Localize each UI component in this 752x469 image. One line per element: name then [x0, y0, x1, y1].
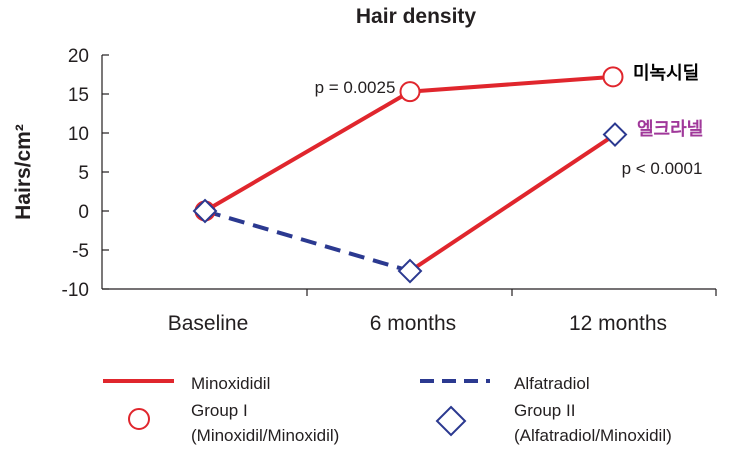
y-tick-label: -5	[72, 241, 89, 262]
x-tick-label: Baseline	[168, 312, 249, 335]
x-tick-label: 6 months	[370, 312, 456, 335]
legend-group-2-label: Group II	[514, 401, 575, 420]
series-line-segment	[203, 89, 412, 213]
axes: 20 15 10 5 0 -5 -10 Baseline 6 months 12 months	[62, 46, 717, 335]
p-value-annotation-6-months: p = 0.0025	[315, 78, 396, 97]
series-line-segment	[204, 209, 411, 273]
y-tick-label: 15	[68, 85, 89, 106]
y-axis-label: Hairs/cm²	[12, 124, 35, 220]
x-tick-label: 12 months	[569, 312, 667, 335]
data-point-diamond	[602, 122, 628, 147]
legend-marker-diamond	[435, 405, 467, 437]
label-alfatradiol-korean: 엘크라넬	[637, 119, 703, 140]
chart-title: Hair density	[356, 5, 477, 28]
y-tick-label: 5	[78, 163, 89, 184]
legend-label-alfatradiol: Alfatradiol	[514, 374, 590, 393]
y-tick-label: -10	[62, 280, 89, 301]
y-tick-label: 0	[78, 202, 89, 223]
legend: Minoxididil Alfatradiol Group I (Minoxid…	[103, 374, 672, 445]
y-tick-label: 20	[68, 46, 89, 67]
legend-label-minoxidil: Minoxididil	[191, 374, 270, 393]
y-tick-label: 10	[68, 124, 89, 145]
legend-group-1-detail: (Minoxidil/Minoxidil)	[191, 426, 339, 445]
data-point-circle	[399, 81, 421, 103]
legend-group-2-detail: (Alfatradiol/Minoxidil)	[514, 426, 672, 445]
data-point-diamond	[192, 198, 218, 224]
p-value-annotation-12-months: p < 0.0001	[622, 159, 703, 178]
legend-group-1-label: Group I	[191, 401, 248, 420]
label-minoxidil-korean: 미녹시딜	[633, 63, 699, 84]
data-point-diamond	[397, 258, 423, 284]
series-layer	[192, 66, 628, 284]
series-line-segment	[408, 132, 617, 273]
data-point-circle	[602, 66, 624, 88]
series-line-segment	[409, 74, 614, 94]
legend-marker-circle	[128, 408, 150, 430]
